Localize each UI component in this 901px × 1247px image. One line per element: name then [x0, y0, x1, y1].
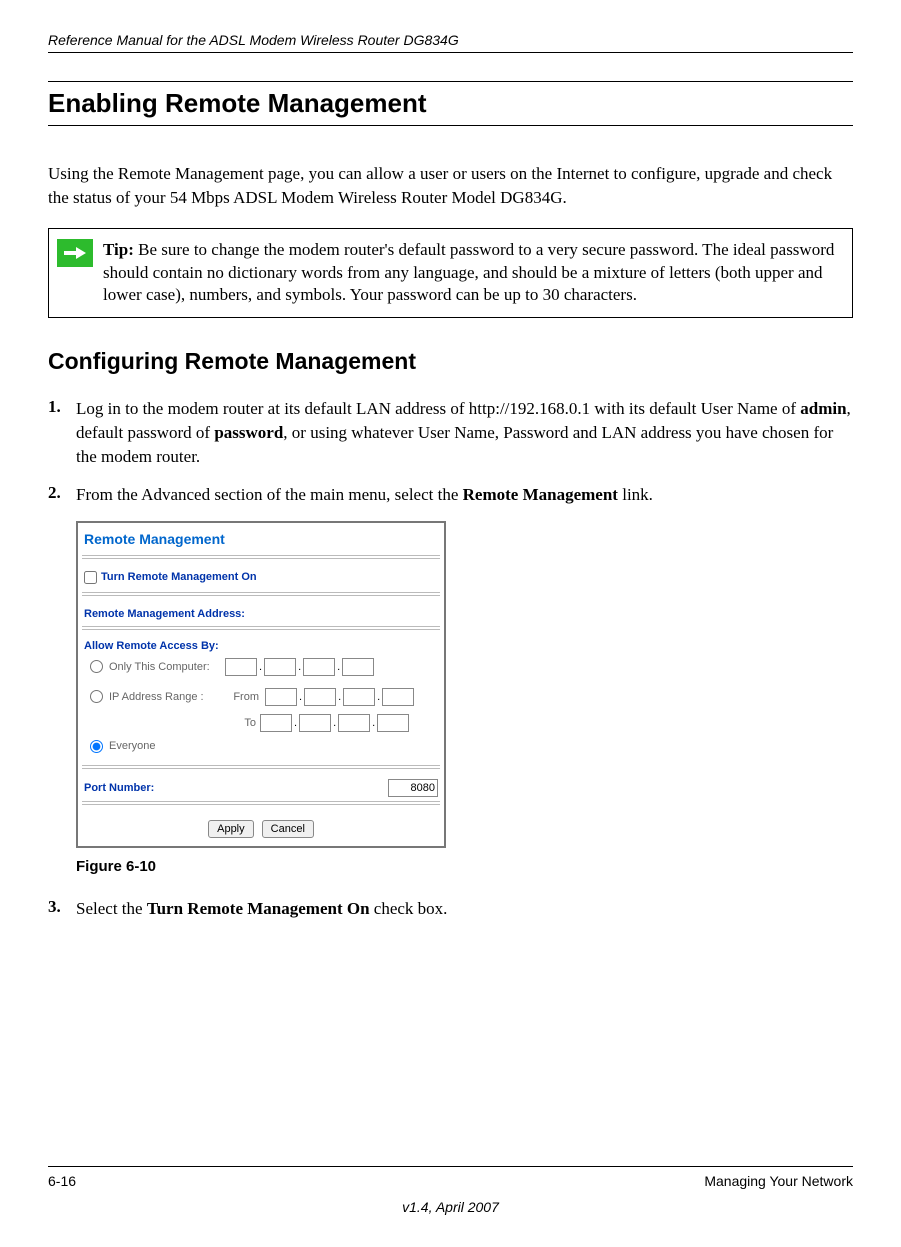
from-ip-3[interactable]	[343, 688, 375, 706]
from-ip-inputs: . . .	[265, 688, 414, 706]
header-reference: Reference Manual for the ADSL Modem Wire…	[48, 32, 853, 48]
ip-octet-2[interactable]	[264, 658, 296, 676]
everyone-row: Everyone	[84, 734, 438, 759]
to-ip-4[interactable]	[377, 714, 409, 732]
ip-octet-3[interactable]	[303, 658, 335, 676]
remote-address-label: Remote Management Address:	[82, 602, 440, 626]
step-1: 1. Log in to the modem router at its def…	[48, 397, 853, 468]
step-2-content: From the Advanced section of the main me…	[76, 483, 653, 507]
everyone-label: Everyone	[109, 740, 219, 752]
footer-row: 6-16 Managing Your Network	[48, 1173, 853, 1189]
divider	[82, 801, 440, 805]
tip-label: Tip:	[103, 240, 134, 259]
step-list-cont: 3. Select the Turn Remote Management On …	[48, 897, 853, 921]
from-ip-2[interactable]	[304, 688, 336, 706]
intro-paragraph: Using the Remote Management page, you ca…	[48, 162, 853, 210]
step-2-pre: From the Advanced section of the main me…	[76, 485, 463, 504]
subsection-title: Configuring Remote Management	[48, 348, 853, 375]
step-3-content: Select the Turn Remote Management On che…	[76, 897, 447, 921]
to-ip-inputs: . . .	[260, 714, 409, 732]
divider	[82, 765, 440, 769]
tip-icon-cell	[49, 229, 103, 318]
step-1-pw: password	[214, 423, 283, 442]
tip-body: Be sure to change the modem router's def…	[103, 240, 834, 305]
step-1-admin: admin	[800, 399, 846, 418]
to-label: To	[222, 717, 256, 729]
divider	[82, 592, 440, 596]
button-row: Apply Cancel	[82, 811, 440, 842]
ip-range-label: IP Address Range :	[109, 691, 219, 703]
step-2: 2. From the Advanced section of the main…	[48, 483, 853, 507]
from-label: From	[225, 691, 259, 703]
to-ip-1[interactable]	[260, 714, 292, 732]
header-rule	[48, 52, 853, 53]
divider	[82, 626, 440, 630]
to-row: To . . .	[84, 712, 438, 734]
only-this-ip-inputs: . . .	[225, 658, 374, 676]
tip-text: Tip: Be sure to change the modem router'…	[103, 229, 852, 318]
tip-box: Tip: Be sure to change the modem router'…	[48, 228, 853, 319]
port-label: Port Number:	[84, 782, 154, 794]
cancel-button[interactable]: Cancel	[262, 820, 314, 838]
divider	[82, 555, 440, 559]
port-row: Port Number:	[82, 775, 440, 801]
step-number: 3.	[48, 897, 76, 921]
step-number: 2.	[48, 483, 76, 507]
step-list: 1. Log in to the modem router at its def…	[48, 397, 853, 506]
only-this-label: Only This Computer:	[109, 661, 219, 673]
panel-title: Remote Management	[82, 527, 440, 555]
ip-range-row: IP Address Range : From . . .	[84, 682, 438, 712]
chapter-name: Managing Your Network	[704, 1173, 853, 1189]
ip-octet-4[interactable]	[342, 658, 374, 676]
turn-remote-on-checkbox[interactable]	[84, 571, 97, 584]
arrow-icon	[57, 239, 93, 267]
from-ip-4[interactable]	[382, 688, 414, 706]
page-number: 6-16	[48, 1173, 76, 1189]
footer-rule	[48, 1166, 853, 1167]
step-3-bold: Turn Remote Management On	[147, 899, 370, 918]
step-2-post: link.	[618, 485, 653, 504]
turn-remote-on-label: Turn Remote Management On	[101, 571, 257, 583]
apply-button[interactable]: Apply	[208, 820, 254, 838]
step-3-pre: Select the	[76, 899, 147, 918]
footer: 6-16 Managing Your Network v1.4, April 2…	[48, 1166, 853, 1215]
step-1-pre: Log in to the modem router at its defaul…	[76, 399, 800, 418]
section-title: Enabling Remote Management	[48, 81, 853, 126]
only-this-radio[interactable]	[90, 660, 103, 673]
step-2-bold: Remote Management	[463, 485, 618, 504]
from-ip-1[interactable]	[265, 688, 297, 706]
to-ip-3[interactable]	[338, 714, 370, 732]
turn-on-row: Turn Remote Management On	[82, 565, 440, 592]
ip-octet-1[interactable]	[225, 658, 257, 676]
step-number: 1.	[48, 397, 76, 468]
screenshot-remote-management: Remote Management Turn Remote Management…	[76, 521, 446, 848]
footer-version: v1.4, April 2007	[48, 1199, 853, 1215]
ip-range-radio[interactable]	[90, 690, 103, 703]
figure-label: Figure 6-10	[76, 858, 853, 875]
to-ip-2[interactable]	[299, 714, 331, 732]
port-input[interactable]	[388, 779, 438, 797]
step-3: 3. Select the Turn Remote Management On …	[48, 897, 853, 921]
step-1-content: Log in to the modem router at its defaul…	[76, 397, 853, 468]
only-this-row: Only This Computer: . . .	[84, 652, 438, 682]
everyone-radio[interactable]	[90, 740, 103, 753]
allow-section: Allow Remote Access By: Only This Comput…	[82, 636, 440, 765]
allow-label: Allow Remote Access By:	[84, 640, 438, 652]
step-3-post: check box.	[370, 899, 448, 918]
